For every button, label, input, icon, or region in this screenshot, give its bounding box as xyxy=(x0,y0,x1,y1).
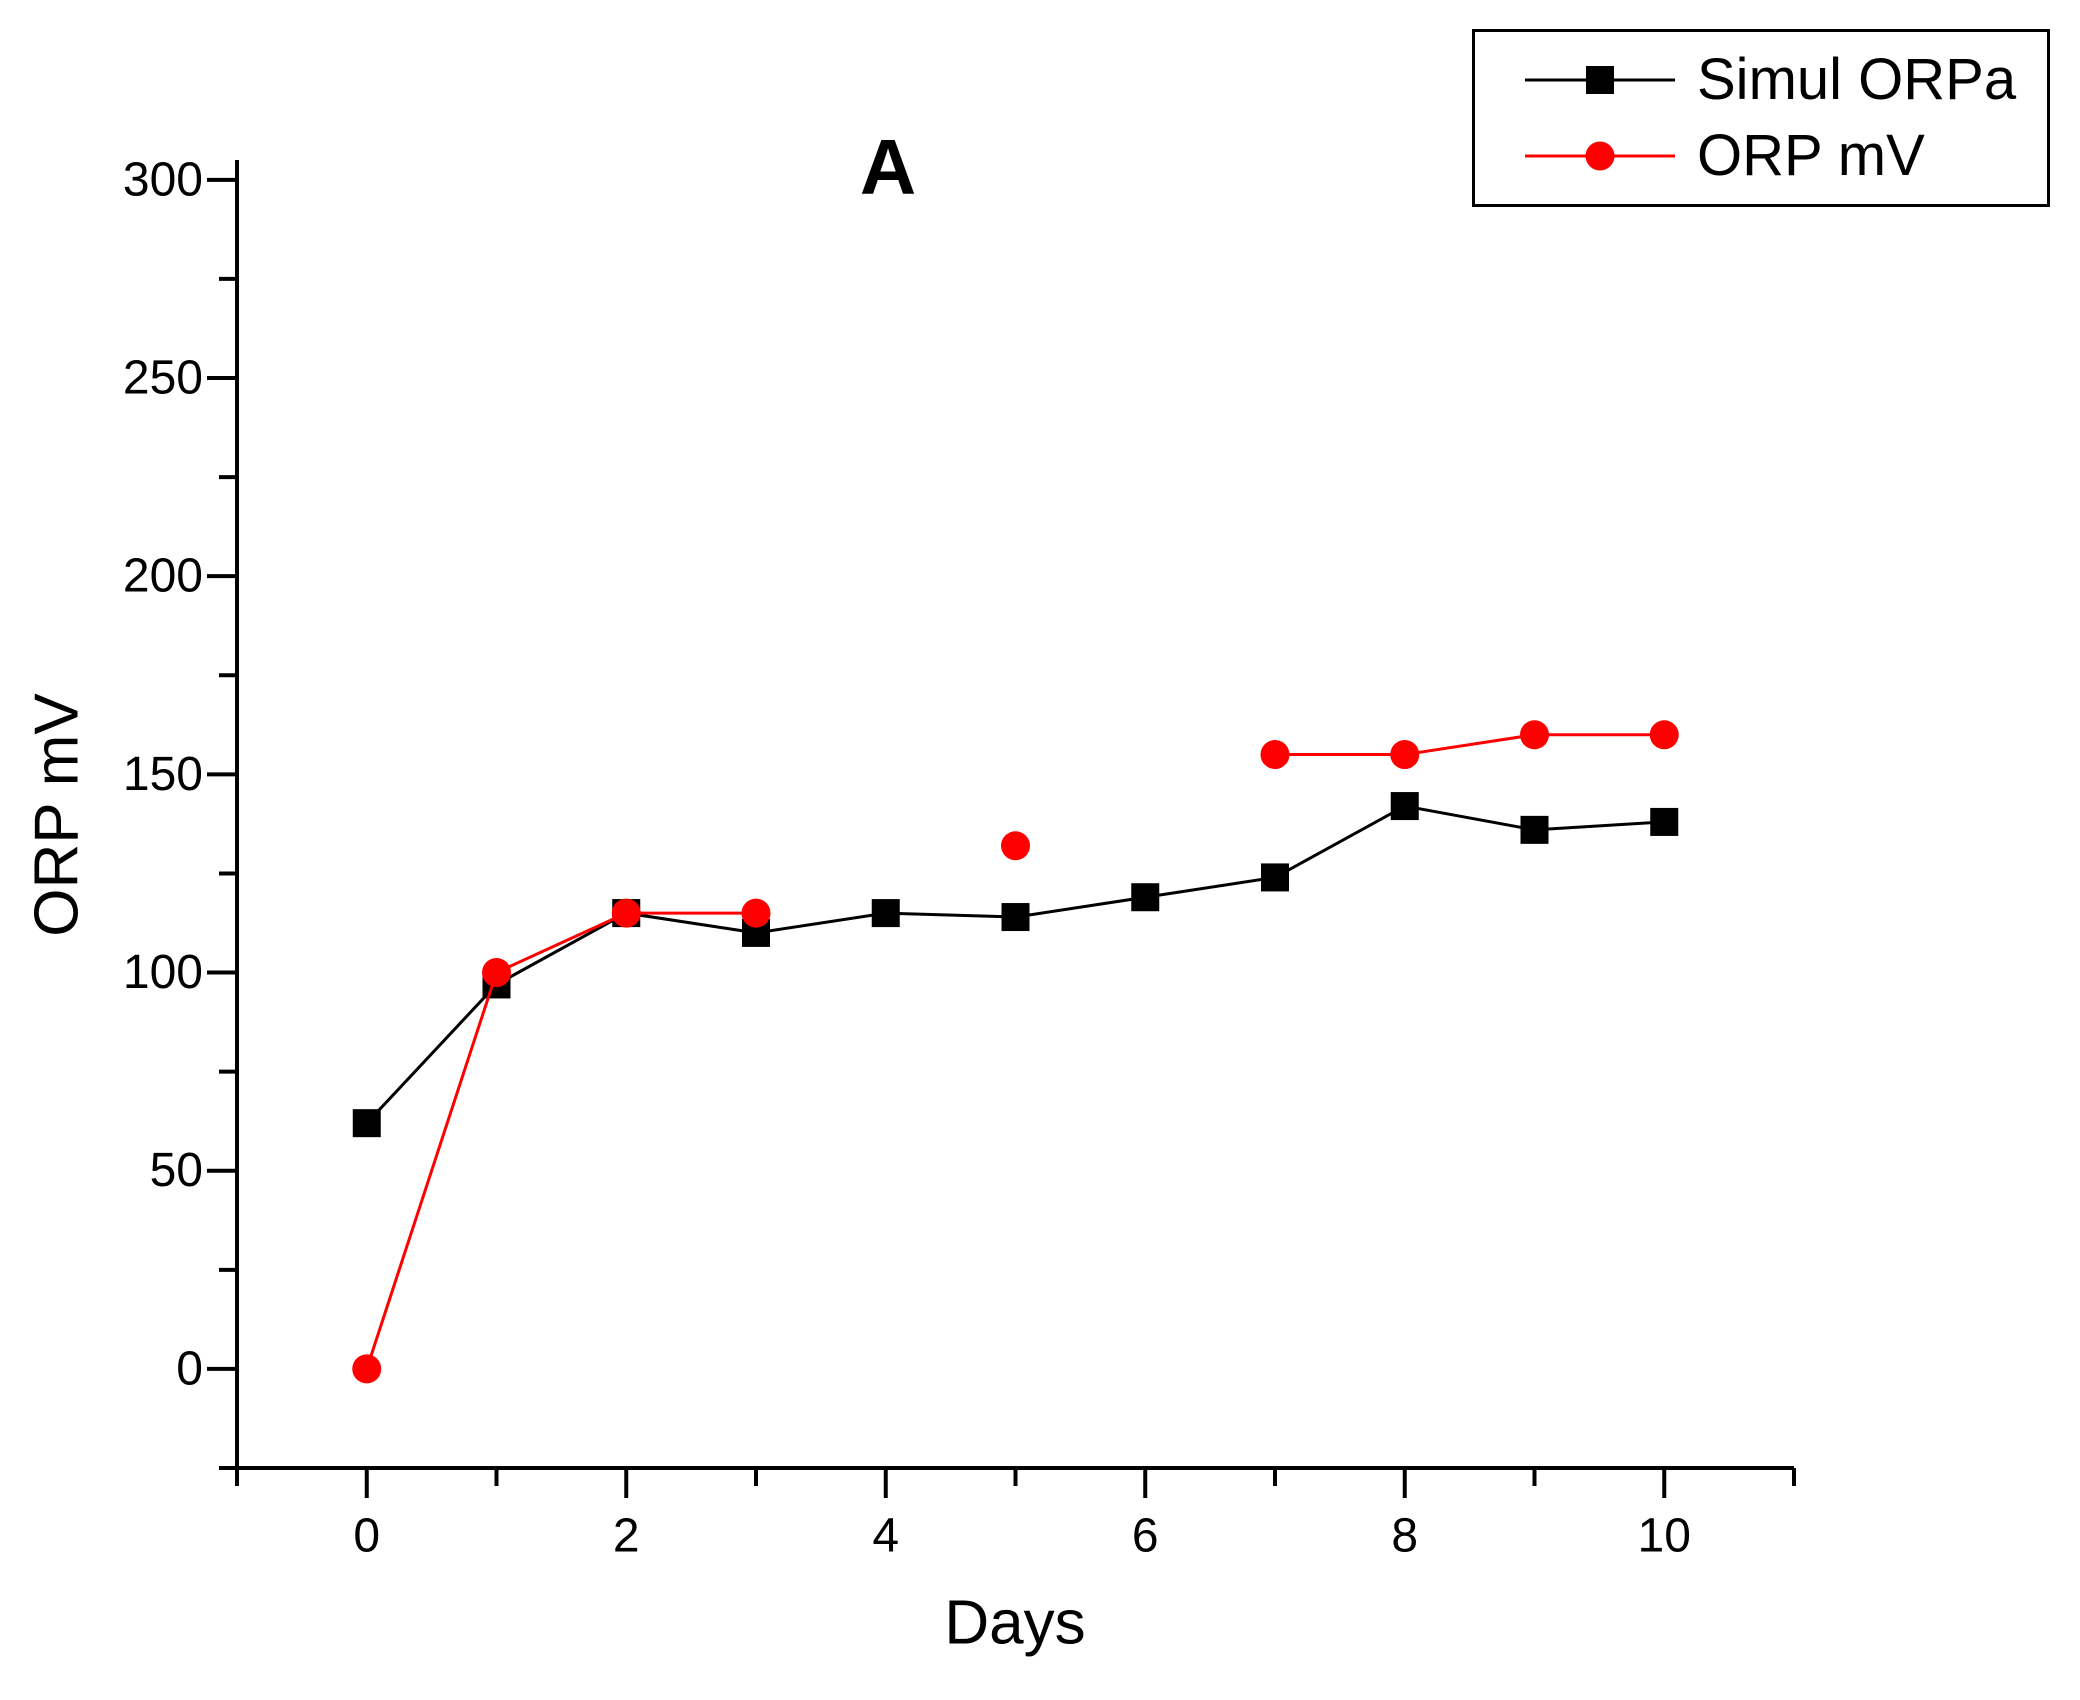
y-axis-tick-label: 100 xyxy=(123,946,203,999)
x-axis-tick-label: 0 xyxy=(353,1510,380,1563)
data-point-circle-orp-mv xyxy=(1390,740,1420,770)
legend-entry-orp-mv: ORP mV xyxy=(1525,127,2047,185)
series-line-orp-mv xyxy=(365,911,756,1370)
x-axis-tick-label: 10 xyxy=(1638,1510,1691,1563)
data-point-square-simul-orpa xyxy=(352,1109,381,1138)
data-point-circle-orp-mv xyxy=(352,1354,382,1384)
y-axis-tick-label: 150 xyxy=(123,748,203,801)
y-axis-tick-label: 0 xyxy=(176,1342,203,1395)
data-point-square-simul-orpa xyxy=(1520,815,1549,844)
series-line-orp-mv xyxy=(1275,733,1665,757)
axis-lines xyxy=(235,160,1794,1470)
data-point-circle-orp-mv xyxy=(1520,720,1549,750)
legend-entry-simul-orpa: Simul ORPa xyxy=(1525,46,2047,112)
legend-marker-simul-orpa xyxy=(1525,65,1675,94)
data-point-circle-orp-mv xyxy=(611,898,641,928)
x-axis-tick-label: 4 xyxy=(872,1510,899,1563)
y-axis-tick-label: 50 xyxy=(150,1144,203,1197)
y-axis-tick-label: 250 xyxy=(123,352,203,405)
data-point-circle-orp-mv xyxy=(1001,831,1030,861)
chart-title: A xyxy=(859,122,917,211)
data-point-circle-orp-mv xyxy=(1649,720,1679,750)
y-axis-tick-label: 300 xyxy=(123,153,203,206)
data-point-square-simul-orpa xyxy=(1001,903,1030,932)
data-point-circle-orp-mv xyxy=(482,958,511,988)
x-axis-tick-label: 8 xyxy=(1391,1510,1418,1563)
x-axis-tick-label: 6 xyxy=(1132,1510,1159,1563)
legend: Simul ORPa ORP mV xyxy=(1472,29,2050,207)
x-axis-label: Days xyxy=(944,1588,1086,1658)
x-axis-tick-label: 2 xyxy=(613,1510,640,1563)
y-axis-label: ORP mV xyxy=(22,693,92,937)
data-point-circle-orp-mv xyxy=(741,898,771,928)
legend-label-simul-orpa: Simul ORPa xyxy=(1697,46,2017,112)
legend-marker-orp-mv xyxy=(1525,141,1675,171)
data-point-square-simul-orpa xyxy=(1261,863,1289,892)
legend-square-marker-icon xyxy=(1586,65,1614,94)
data-point-square-simul-orpa xyxy=(1390,792,1419,821)
data-point-square-simul-orpa xyxy=(1131,883,1160,912)
data-point-square-simul-orpa xyxy=(1650,807,1679,836)
legend-circle-marker-icon xyxy=(1585,141,1615,171)
legend-label-orp-mv: ORP mV xyxy=(1697,123,1925,189)
data-point-circle-orp-mv xyxy=(1260,740,1290,770)
y-axis-tick-label: 200 xyxy=(123,550,203,603)
data-point-square-simul-orpa xyxy=(871,899,900,928)
